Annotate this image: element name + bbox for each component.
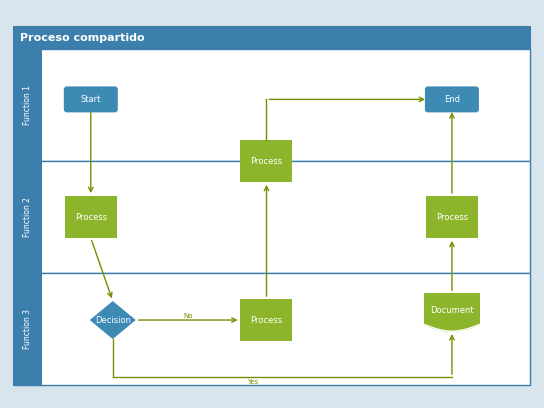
Polygon shape xyxy=(424,324,480,331)
FancyBboxPatch shape xyxy=(64,86,118,112)
Text: Document: Document xyxy=(430,306,474,315)
FancyBboxPatch shape xyxy=(14,273,42,385)
FancyBboxPatch shape xyxy=(14,27,530,385)
FancyBboxPatch shape xyxy=(14,161,42,273)
Text: Process: Process xyxy=(436,213,468,222)
FancyBboxPatch shape xyxy=(14,273,530,385)
FancyBboxPatch shape xyxy=(425,86,479,112)
FancyBboxPatch shape xyxy=(65,196,117,238)
Text: Process: Process xyxy=(250,315,282,324)
Text: Function 2: Function 2 xyxy=(23,197,33,237)
Text: Function 3: Function 3 xyxy=(23,309,33,349)
Text: End: End xyxy=(444,95,460,104)
Text: Process: Process xyxy=(75,213,107,222)
FancyBboxPatch shape xyxy=(14,49,530,161)
FancyBboxPatch shape xyxy=(426,196,478,238)
Text: Proceso compartido: Proceso compartido xyxy=(20,33,145,43)
Text: Start: Start xyxy=(81,95,101,104)
Text: Function 1: Function 1 xyxy=(23,85,33,125)
FancyBboxPatch shape xyxy=(240,299,293,341)
FancyBboxPatch shape xyxy=(14,161,530,273)
FancyBboxPatch shape xyxy=(14,49,42,161)
Text: No: No xyxy=(183,313,193,319)
FancyBboxPatch shape xyxy=(14,27,530,49)
Polygon shape xyxy=(90,301,136,339)
Text: Process: Process xyxy=(250,157,282,166)
Text: Yes: Yes xyxy=(247,379,258,385)
Text: Decision: Decision xyxy=(95,315,131,324)
FancyBboxPatch shape xyxy=(424,293,480,324)
FancyBboxPatch shape xyxy=(240,140,293,182)
